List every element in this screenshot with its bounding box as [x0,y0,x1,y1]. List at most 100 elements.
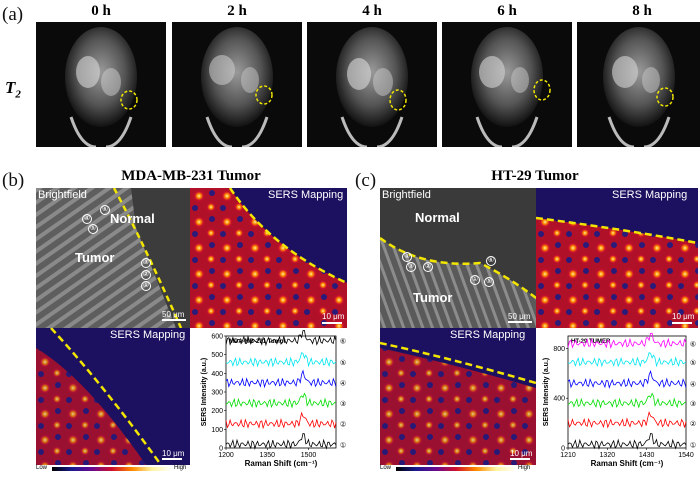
panel-a-letter: (a) [2,4,24,25]
x-tick-label: 1500 [301,452,317,459]
sers-heatmap-b-top [190,188,347,328]
mri-image-6h [442,22,572,147]
series-label: ⑤ [340,359,346,367]
sers-map-c-top [536,188,698,328]
y-axis-label: SERS Intensity (a.u.) [543,358,550,426]
chart-title: MDA-MB-231 Tumor [229,339,287,345]
sers-map-c-bottom [380,328,536,465]
sers-heatmap-c-bottom [380,341,536,465]
normal-label-b: Normal [110,211,155,226]
mri-drawing-4h [336,27,408,147]
tumor-label-b: Tumor [75,250,115,265]
series-label: ③ [340,400,346,408]
x-axis-label: Raman Shift (cm⁻¹) [591,459,664,468]
series-line [225,329,337,347]
t2-main: T [5,78,16,97]
x-tick-label: 1210 [560,452,576,459]
colorbar-b [52,467,172,471]
sers-heatmap-b-bottom [36,328,163,465]
time-label-3: 6 h [497,3,517,19]
y-tick-label: 400 [553,396,565,403]
y-tick-label: 200 [211,408,223,415]
series-label: ② [690,421,696,428]
series-label: ③ [690,400,696,408]
y-tick-label: 800 [553,346,565,353]
series-label: ⑤ [690,359,696,367]
mri-image-8h [577,22,700,147]
plot-frame [225,335,337,449]
x-tick-label: 1350 [259,452,275,459]
spot-b-2: ② [141,270,151,280]
brightfield-texture-c [380,236,536,328]
spectrum-chart-b: MDA-MB-231 Tumor 0 100 200 300 400 500 600 1200 1… [190,329,350,478]
series-line [225,392,337,409]
mri-image-0h [36,22,166,147]
sers-label-b-top: SERS Mapping [268,189,344,201]
series-line [567,410,687,429]
spectrum-svg-b: MDA-MB-231 Tumor 0 100 200 300 400 500 600 1200 1… [201,329,346,468]
brightfield-image-b [36,188,190,328]
scale-text-bf-b: 50 μm [162,310,185,319]
scalebar-sers-b-bottom [162,458,182,460]
series-line [567,332,687,350]
mri-drawing-2h [201,27,273,147]
y-tick-label: 500 [211,352,223,359]
spot-b-3: ③ [141,258,151,268]
colorbar-low-c: Low [380,465,392,471]
spot-c-4: ④ [402,252,412,262]
series-line [567,433,687,450]
x-tick-label: 1320 [600,452,616,459]
spot-b-4: ④ [82,214,92,224]
y-tick-label: 100 [211,427,223,434]
sers-label-b-bottom: SERS Mapping [110,329,186,341]
spot-c-3: ③ [406,262,416,272]
x-tick-label: 1540 [678,452,694,459]
spot-b-1: ① [141,281,151,291]
mri-drawing-6h [471,27,551,147]
series-line [567,351,687,368]
t2-row-label: T2 [5,78,21,100]
mri-image-2h [172,22,302,147]
time-label-4: 8 h [632,3,652,19]
series-label: ① [340,441,346,449]
brightfield-label-c: Brightfield [382,189,431,201]
x-axis-label: Raman Shift (cm⁻¹) [245,459,318,468]
scalebar-sers-c-top [672,322,692,324]
sers-map-b-top [190,188,347,328]
series-label: ④ [690,380,696,388]
time-label-1: 2 h [227,3,247,19]
colorbar-high-c: High [518,465,531,471]
series-line [567,370,687,389]
x-tick-label: 1200 [218,452,234,459]
panel-c-title: HT-29 Tumor [491,168,579,184]
y-tick-label: 300 [211,390,223,397]
panel-c-letter: (c) [355,170,377,191]
scalebar-sers-b-top [322,322,342,324]
series-label: ① [690,441,696,449]
time-label-2: 4 h [362,3,382,19]
colorbar-c [396,467,516,471]
plot-frame [567,335,687,449]
spot-b-6: ⑥ [100,205,110,215]
series-label: ④ [340,380,346,388]
series-line [225,433,337,450]
scalebar-bf-c [508,321,532,323]
panel-b-letter: (b) [2,170,25,191]
sers-label-c-top: SERS Mapping [612,189,688,201]
scalebar-bf-b [162,319,186,321]
spot-c-5: ⑤ [484,277,494,287]
spot-c-2: ② [423,262,433,272]
series-line [225,369,337,389]
x-tick-label: 1430 [639,452,655,459]
normal-label-c: Normal [415,210,460,225]
sers-label-c-bottom: SERS Mapping [450,329,526,341]
scale-text-sers-c-bottom: 10 μm [510,449,533,458]
sers-map-b-bottom [36,328,190,465]
spot-b-5: ⑤ [88,224,98,234]
y-tick-label: 400 [211,371,223,378]
brightfield-texture-b [36,188,190,328]
mri-image-4h [307,22,437,147]
scale-text-sers-c-top: 10 μm [672,312,695,321]
mri-drawing-8h [603,27,675,147]
series-line [567,392,687,409]
